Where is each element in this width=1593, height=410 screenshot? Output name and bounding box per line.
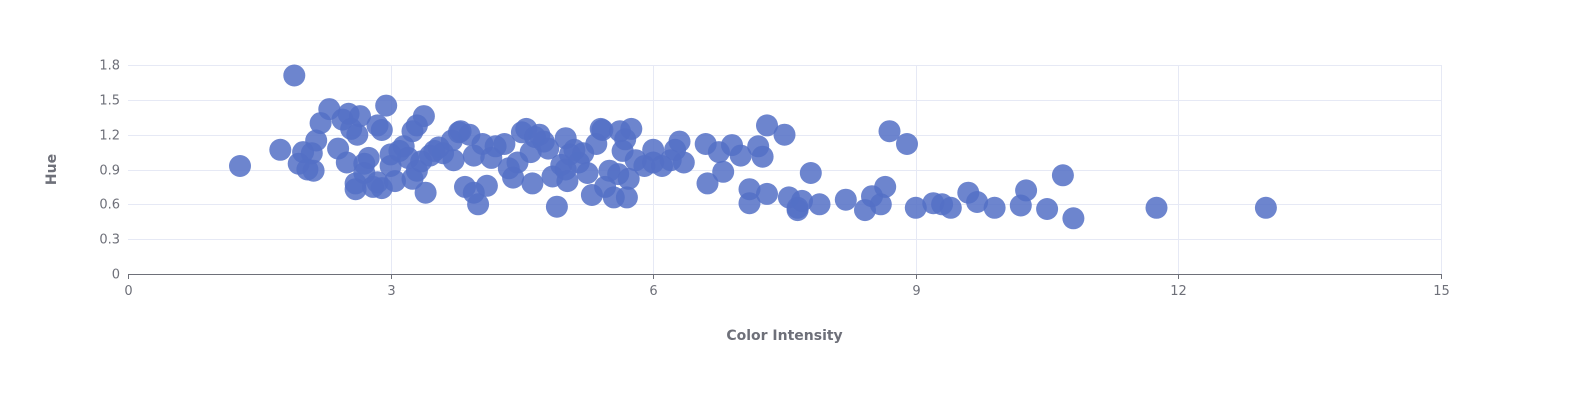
y-tick-label: 1.8: [99, 59, 120, 74]
data-point[interactable]: [966, 191, 989, 213]
data-point[interactable]: [349, 105, 371, 128]
data-point[interactable]: [1015, 179, 1038, 202]
x-tick-label: 12: [1170, 284, 1187, 299]
x-tick-label: 9: [912, 284, 920, 299]
data-point[interactable]: [668, 130, 691, 153]
data-point[interactable]: [808, 193, 831, 216]
data-point[interactable]: [983, 196, 1006, 219]
data-point[interactable]: [939, 196, 962, 219]
x-tick-label: 0: [124, 284, 132, 299]
data-point[interactable]: [384, 170, 406, 193]
y-tick-label: 0: [112, 268, 120, 283]
data-point[interactable]: [556, 170, 579, 193]
y-tick-label: 1.2: [99, 129, 120, 144]
data-point[interactable]: [269, 138, 292, 161]
data-point[interactable]: [729, 144, 752, 167]
data-point[interactable]: [467, 193, 490, 216]
data-point[interactable]: [620, 117, 643, 140]
y-tick-label: 0.6: [99, 198, 120, 213]
data-point[interactable]: [414, 181, 437, 204]
data-point[interactable]: [305, 129, 328, 152]
data-point[interactable]: [302, 159, 325, 182]
data-point[interactable]: [537, 137, 560, 160]
data-point[interactable]: [896, 133, 918, 155]
data-point[interactable]: [521, 172, 544, 195]
data-point[interactable]: [617, 167, 640, 190]
data-point[interactable]: [878, 120, 901, 143]
data-point[interactable]: [712, 160, 735, 183]
data-point[interactable]: [791, 189, 813, 212]
data-point[interactable]: [756, 114, 778, 137]
data-point[interactable]: [696, 172, 719, 195]
y-tick-label: 0.3: [99, 233, 120, 248]
data-point[interactable]: [412, 105, 435, 128]
data-point[interactable]: [591, 119, 614, 141]
data-point[interactable]: [1254, 196, 1277, 219]
data-point[interactable]: [834, 188, 857, 211]
x-tick-label: 3: [387, 284, 395, 299]
data-point[interactable]: [672, 151, 695, 174]
data-point[interactable]: [1036, 198, 1059, 220]
data-point[interactable]: [335, 151, 358, 174]
data-point[interactable]: [1062, 207, 1085, 230]
data-point[interactable]: [874, 175, 897, 198]
y-axis-title: Hue: [44, 154, 60, 185]
data-point[interactable]: [904, 196, 927, 219]
data-point[interactable]: [475, 174, 498, 197]
data-point[interactable]: [615, 186, 638, 209]
data-point[interactable]: [442, 149, 465, 172]
data-points: [229, 64, 1277, 230]
data-point[interactable]: [357, 146, 380, 169]
data-point[interactable]: [1051, 164, 1074, 187]
data-point[interactable]: [1145, 196, 1168, 219]
x-axis-title: Color Intensity: [726, 328, 842, 344]
data-point[interactable]: [869, 193, 892, 216]
data-point[interactable]: [738, 178, 761, 201]
y-tick-label: 0.9: [99, 164, 120, 179]
data-point[interactable]: [756, 182, 778, 205]
data-point[interactable]: [545, 195, 568, 218]
x-tick-label: 15: [1433, 284, 1450, 299]
y-tick-label: 1.5: [99, 94, 120, 109]
data-point[interactable]: [346, 123, 369, 146]
x-tick-label: 6: [649, 284, 657, 299]
data-point[interactable]: [576, 162, 599, 184]
data-point[interactable]: [493, 133, 516, 155]
data-point[interactable]: [751, 145, 774, 168]
data-point[interactable]: [283, 64, 306, 87]
data-point[interactable]: [229, 155, 251, 177]
data-point[interactable]: [370, 119, 393, 141]
grid: [128, 65, 1442, 274]
data-point[interactable]: [773, 123, 796, 146]
data-point[interactable]: [375, 94, 398, 117]
data-point[interactable]: [642, 138, 665, 161]
data-point[interactable]: [799, 162, 822, 184]
axes: 0 0.3 0.6 0.9 1.2 1.5 1.8 0 3 6 9 12 15: [99, 59, 1449, 300]
